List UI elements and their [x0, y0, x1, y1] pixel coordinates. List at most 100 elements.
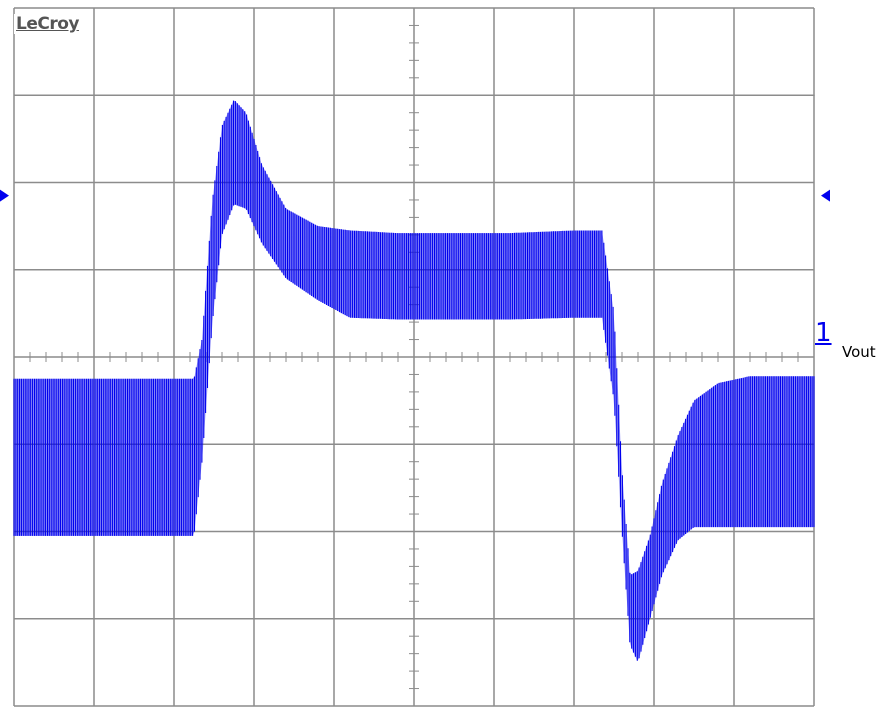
grid-dot — [461, 618, 463, 620]
grid-dot — [317, 618, 319, 620]
right-level-arrow-icon — [821, 189, 830, 202]
grid-dot — [285, 94, 287, 96]
grid-dot — [445, 618, 447, 620]
grid-dot — [61, 94, 63, 96]
grid-dot — [13, 94, 15, 96]
grid-dot — [45, 618, 47, 620]
grid-dot — [605, 618, 607, 620]
grid-dot — [557, 94, 559, 96]
grid-dot — [621, 618, 623, 620]
grid-dot — [205, 94, 207, 96]
grid-dot — [237, 94, 239, 96]
trigger-level-markers — [0, 189, 830, 202]
grid-dot — [189, 618, 191, 620]
grid-dot — [141, 618, 143, 620]
grid-dot — [493, 94, 495, 96]
grid-dot — [93, 618, 95, 620]
grid-dot — [381, 94, 383, 96]
grid-dot — [797, 94, 799, 96]
grid-dot — [733, 94, 735, 96]
grid-dot — [61, 618, 63, 620]
grid-dot — [477, 618, 479, 620]
grid-dot — [669, 94, 671, 96]
grid-dot — [605, 94, 607, 96]
grid-dot — [461, 94, 463, 96]
grid-dot — [109, 94, 111, 96]
channel-label: Vout — [842, 343, 876, 361]
grid-dot — [525, 94, 527, 96]
grid-dot — [653, 94, 655, 96]
grid-dot — [429, 94, 431, 96]
grid-dot — [317, 94, 319, 96]
grid-dot — [637, 618, 639, 620]
grid-dot — [781, 94, 783, 96]
grid-dot — [333, 94, 335, 96]
grid-dot — [397, 94, 399, 96]
grid-dot — [221, 94, 223, 96]
grid-dot — [269, 94, 271, 96]
brand-logo: LeCroy — [14, 14, 81, 34]
grid-dot — [157, 618, 159, 620]
trace-oscillation — [13, 100, 815, 661]
grid-dot — [109, 618, 111, 620]
grid-dot — [29, 618, 31, 620]
grid-dot — [813, 618, 815, 620]
grid-dot — [237, 618, 239, 620]
grid-dot — [509, 618, 511, 620]
grid-dot — [781, 618, 783, 620]
grid-dot — [221, 618, 223, 620]
grid-dot — [301, 618, 303, 620]
vout-trace — [13, 100, 815, 661]
left-level-arrow-icon — [0, 189, 9, 202]
graticule-minor-ticks — [13, 7, 815, 707]
grid-dot — [413, 94, 415, 96]
grid-dot — [397, 618, 399, 620]
grid-dot — [333, 618, 335, 620]
grid-dot — [445, 94, 447, 96]
grid-dot — [125, 618, 127, 620]
grid-dot — [717, 94, 719, 96]
grid-dot — [349, 618, 351, 620]
grid-dot — [349, 94, 351, 96]
grid-dot — [685, 618, 687, 620]
grid-dot — [653, 618, 655, 620]
grid-dot — [509, 94, 511, 96]
grid-dot — [93, 94, 95, 96]
grid-dot — [813, 94, 815, 96]
grid-dot — [125, 94, 127, 96]
grid-dot — [365, 618, 367, 620]
grid-dot — [269, 618, 271, 620]
grid-dot — [701, 618, 703, 620]
grid-dot — [765, 94, 767, 96]
grid-dot — [285, 618, 287, 620]
grid-dot — [573, 94, 575, 96]
grid-dot — [685, 94, 687, 96]
grid-dot — [701, 94, 703, 96]
grid-dot — [717, 618, 719, 620]
grid-dot — [157, 94, 159, 96]
grid-dot — [493, 618, 495, 620]
grid-dot — [301, 94, 303, 96]
channel-number: 1 — [815, 318, 832, 348]
grid-dot — [173, 618, 175, 620]
grid-dot — [141, 94, 143, 96]
grid-dot — [621, 94, 623, 96]
grid-dot — [29, 94, 31, 96]
grid-dot — [77, 618, 79, 620]
grid-dot — [589, 618, 591, 620]
grid-dot — [589, 94, 591, 96]
grid-dot — [765, 618, 767, 620]
trace-envelope — [14, 100, 814, 661]
grid-dot — [477, 94, 479, 96]
grid-dot — [13, 618, 15, 620]
grid-dot — [637, 94, 639, 96]
grid-dot — [173, 94, 175, 96]
grid-dot — [253, 94, 255, 96]
grid-dot — [253, 618, 255, 620]
grid-dot — [429, 618, 431, 620]
grid-dot — [733, 618, 735, 620]
grid-dot — [797, 618, 799, 620]
grid-dot — [541, 618, 543, 620]
grid-dot — [77, 94, 79, 96]
